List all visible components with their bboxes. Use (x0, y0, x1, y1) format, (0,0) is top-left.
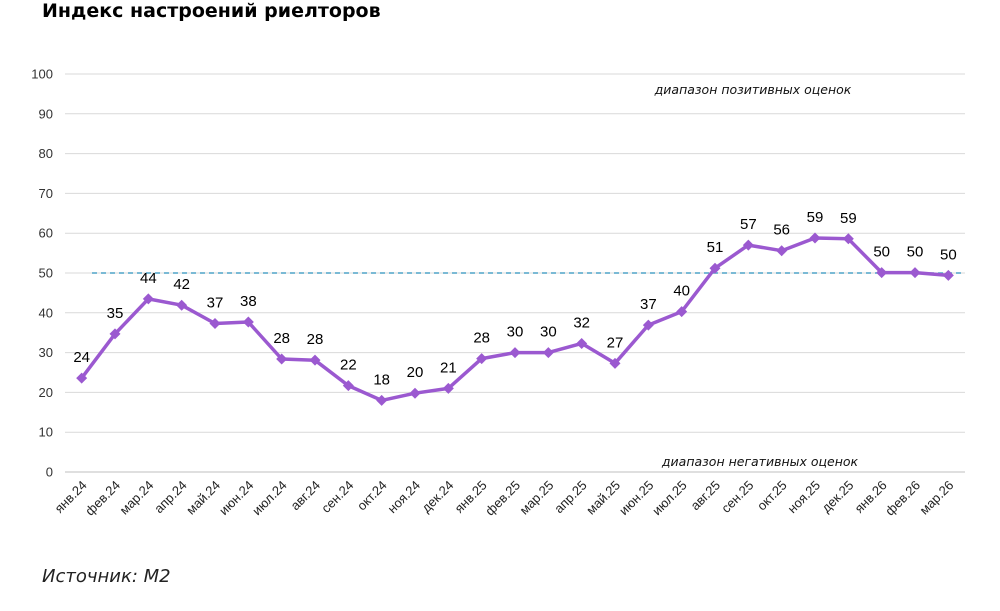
x-tick-label: май.24 (183, 478, 223, 518)
data-label: 50 (940, 246, 957, 263)
data-label: 22 (340, 357, 357, 374)
x-tick-label: ноя.24 (385, 478, 424, 517)
data-label: 42 (173, 276, 190, 293)
x-tick-label: фев.26 (882, 478, 923, 519)
x-tick-label: авг.25 (688, 478, 724, 514)
data-point-marker (109, 328, 121, 340)
y-tick-label: 10 (39, 425, 53, 440)
data-label: 30 (540, 324, 557, 341)
data-point-marker (909, 267, 921, 279)
data-label: 30 (507, 324, 524, 341)
x-tick-label: мар.24 (117, 478, 157, 518)
data-point-marker (476, 353, 488, 365)
data-label: 20 (407, 364, 424, 381)
data-point-marker (309, 354, 321, 366)
x-tick-label: дек.24 (419, 478, 457, 516)
data-point-marker (342, 380, 354, 392)
data-point-marker (676, 306, 688, 318)
data-point-marker (742, 239, 754, 251)
y-tick-label: 40 (39, 305, 53, 320)
y-tick-label: 0 (46, 465, 53, 480)
data-label: 57 (740, 216, 757, 233)
data-point-marker (776, 245, 788, 257)
data-label: 18 (373, 371, 390, 388)
data-label: 35 (107, 305, 124, 322)
x-tick-label: фев.25 (482, 478, 523, 519)
data-point-marker (542, 347, 554, 359)
data-point-marker (176, 299, 188, 311)
data-point-marker (242, 316, 254, 328)
data-label: 24 (73, 349, 90, 366)
y-tick-label: 70 (39, 186, 53, 201)
data-point-marker (576, 337, 588, 349)
x-tick-label: окт.25 (754, 478, 790, 514)
x-tick-label: мар.25 (517, 478, 557, 518)
series-line (76, 232, 954, 406)
x-tick-label: мар.26 (917, 478, 957, 518)
data-labels: 24 35 44 42 37 38 28 28 22 18 20 21 28 30 30 32 27 37 40 51… (73, 209, 956, 388)
x-tick-label: апр.25 (551, 478, 590, 517)
x-axis-ticks: янв.24фев.24мар.24апр.24май.24июн.24июл.… (51, 478, 956, 519)
data-point-marker (209, 318, 221, 330)
data-label: 32 (573, 314, 590, 331)
data-label: 21 (440, 359, 457, 376)
data-label: 38 (240, 293, 257, 310)
y-tick-label: 80 (39, 146, 53, 161)
data-label: 51 (707, 239, 724, 256)
data-label: 59 (807, 209, 824, 226)
data-label: 37 (207, 295, 224, 312)
data-label: 56 (773, 222, 790, 239)
data-label: 40 (673, 283, 690, 300)
y-tick-label: 20 (39, 385, 53, 400)
x-tick-label: сен.25 (718, 478, 756, 516)
data-label: 59 (840, 210, 857, 227)
y-tick-label: 30 (39, 345, 53, 360)
series-polyline (80, 236, 949, 403)
data-point-marker (876, 267, 888, 279)
source-note: Источник: М2 (42, 566, 171, 587)
data-point-marker (276, 353, 288, 365)
x-tick-label: июн.24 (216, 478, 256, 518)
data-label: 50 (907, 244, 924, 261)
data-point-marker (442, 382, 454, 394)
y-axis-ticks: 0 10 20 30 40 50 60 70 80 90 100 (31, 67, 53, 480)
data-label: 44 (140, 270, 157, 287)
y-tick-label: 60 (39, 226, 53, 241)
data-label: 27 (607, 334, 624, 351)
data-point-marker (709, 262, 721, 274)
data-label: 50 (873, 244, 890, 261)
data-label: 28 (307, 331, 324, 348)
data-point-marker (642, 319, 654, 331)
y-tick-label: 50 (39, 266, 53, 281)
data-point-marker (609, 357, 621, 369)
data-point-marker (409, 387, 421, 399)
data-point-marker (809, 232, 821, 244)
annotation-negative: диапазон негативных оценок (661, 454, 859, 469)
x-tick-label: авг.24 (288, 478, 324, 514)
y-tick-label: 100 (31, 67, 53, 82)
chart-title: Индекс настроений риелторов (42, 0, 381, 22)
data-label: 28 (273, 330, 290, 347)
data-label: 28 (473, 330, 490, 347)
x-tick-label: июн.25 (616, 478, 656, 518)
x-tick-label: сен.24 (318, 478, 356, 516)
x-tick-label: май.25 (583, 478, 623, 518)
data-point-marker (376, 394, 388, 406)
x-tick-label: окт.24 (354, 478, 390, 514)
data-point-marker (942, 269, 954, 281)
x-tick-label: фев.24 (82, 478, 123, 519)
annotation-positive: диапазон позитивных оценок (654, 82, 852, 97)
x-tick-label: июл.25 (649, 478, 690, 519)
x-tick-label: ноя.25 (785, 478, 824, 517)
x-tick-label: июл.24 (249, 478, 290, 519)
data-point-marker (509, 347, 521, 359)
data-point-marker (76, 372, 88, 384)
x-tick-label: апр.24 (151, 478, 190, 517)
data-point-marker (142, 293, 154, 305)
data-point-marker (842, 233, 854, 245)
x-tick-label: дек.25 (819, 478, 857, 516)
data-label: 37 (640, 296, 657, 313)
y-tick-label: 90 (39, 106, 53, 121)
